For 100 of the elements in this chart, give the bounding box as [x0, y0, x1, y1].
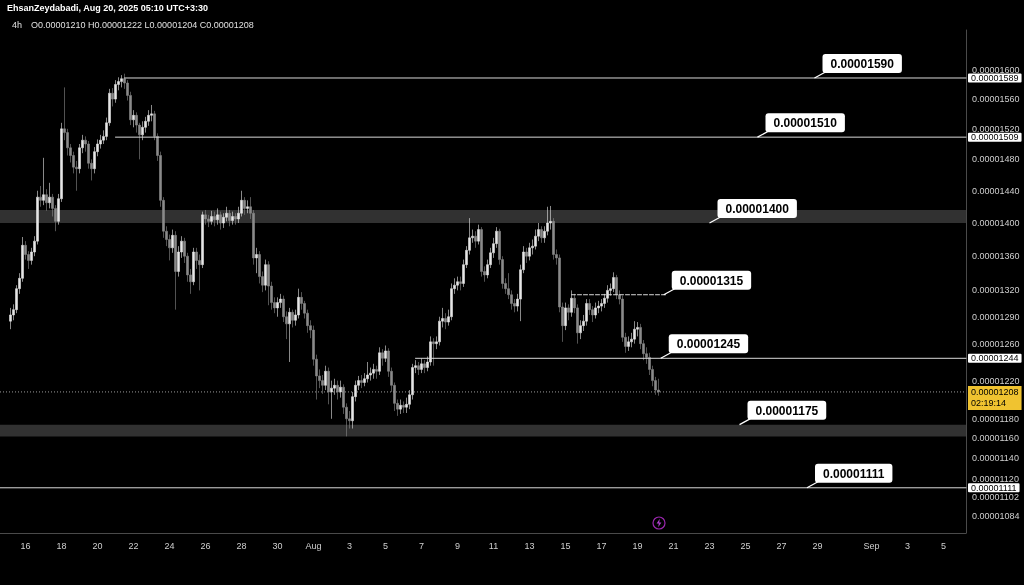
candlestick — [474, 230, 477, 249]
x-tick-label: 16 — [20, 540, 31, 551]
y-tick-label: 0.00001400 — [972, 218, 1020, 229]
candlestick — [477, 224, 480, 245]
candlestick — [456, 276, 459, 291]
candlestick — [600, 298, 603, 312]
candlestick — [420, 358, 423, 374]
y-tick-label: 0.00001084 — [972, 510, 1020, 521]
y-tick-label: 0.00001260 — [972, 338, 1020, 349]
candlestick — [366, 361, 369, 383]
candlestick — [48, 182, 51, 209]
candlestick — [444, 312, 447, 330]
x-tick-label: 23 — [704, 540, 715, 551]
x-tick-label: 18 — [56, 540, 67, 551]
chart-title: 4h — [12, 19, 23, 30]
y-tick-label: 0.00001180 — [972, 413, 1019, 424]
candlestick — [360, 374, 363, 389]
x-tick-label: Sep — [863, 540, 880, 551]
x-tick-label: Aug — [305, 540, 322, 551]
x-tick-label: 19 — [632, 540, 643, 551]
candlestick — [381, 348, 384, 366]
y-tick-label: 0.00001160 — [972, 433, 1019, 444]
candlestick — [114, 79, 117, 104]
chart-subtitle: O0.00001210 H0.00001222 L0.00001204 C0.00001208 — [31, 19, 254, 30]
candlestick — [564, 302, 567, 331]
candlestick — [657, 378, 660, 397]
candlestick — [246, 200, 249, 214]
x-tick-label: 25 — [740, 540, 751, 551]
candlestick — [339, 380, 342, 398]
x-tick-label: 17 — [596, 540, 607, 551]
annotation: 0.00001400 — [725, 202, 790, 217]
candlestick — [579, 319, 582, 340]
x-tick-label: 3 — [346, 540, 353, 551]
x-tick-label: 5 — [382, 540, 389, 551]
candlestick — [615, 274, 618, 300]
candlestick — [417, 361, 420, 376]
text: EhsanZeydabadi, Aug 20, 2025 05:10 UTC+3:30 — [7, 2, 209, 13]
candlestick — [399, 399, 402, 415]
candlestick — [525, 247, 528, 264]
candlestick — [570, 290, 573, 318]
candlestick — [528, 242, 531, 261]
y-tick-label: 0.00001480 — [972, 154, 1020, 165]
candlestick — [264, 259, 267, 291]
candlestick — [327, 367, 330, 405]
x-tick-label: 7 — [418, 540, 425, 551]
y-tick-label: 0.00001520 — [972, 123, 1020, 134]
candlestick — [336, 380, 339, 400]
candlestick — [627, 336, 630, 352]
annotation: 0.00001590 — [830, 56, 895, 71]
annotation: 0.00001315 — [679, 273, 744, 288]
x-tick-label: 21 — [668, 540, 679, 551]
data-label: 0.00001244 — [971, 353, 1019, 364]
candlestick — [219, 211, 222, 230]
y-tick-label: 0.00001290 — [972, 311, 1020, 322]
candlestick — [45, 188, 48, 212]
candlestick — [9, 307, 12, 330]
candlestick — [423, 359, 426, 374]
candlestick — [132, 109, 135, 128]
x-tick-label: 13 — [524, 540, 535, 551]
annotation: 0.00001510 — [773, 116, 838, 131]
candlestick — [150, 104, 153, 122]
y-tick-label: 0.00001102 — [972, 492, 1019, 503]
candlestick — [120, 74, 123, 88]
candlestick — [432, 337, 435, 366]
ref-line-label: 0.00001208 02:19:14 — [971, 387, 1019, 409]
y-tick-label: 0.00001440 — [972, 185, 1020, 196]
candlestick — [612, 272, 615, 293]
candlestick — [324, 365, 327, 391]
candlestick — [375, 365, 378, 380]
candlestick — [276, 297, 279, 318]
x-tick-label: 24 — [164, 540, 175, 551]
annotation: 0.00001175 — [755, 403, 819, 418]
candlestick — [42, 157, 45, 206]
candlestick — [234, 212, 237, 225]
candlestick — [228, 209, 231, 227]
annotation: 0.00001245 — [676, 337, 741, 352]
x-tick-label: 15 — [560, 540, 571, 551]
candlestick — [378, 347, 381, 376]
candlestick — [204, 209, 207, 225]
candlestick — [111, 87, 114, 107]
y-tick-label: 0.00001120 — [972, 473, 1019, 484]
candlestick — [633, 320, 636, 344]
annotation: 0.00001111 — [823, 466, 885, 481]
candlestick — [171, 229, 174, 254]
candlestick — [402, 401, 405, 414]
x-tick-label: 3 — [904, 540, 911, 551]
candlestick — [192, 247, 195, 286]
x-tick-label: 5 — [940, 540, 947, 551]
data-label: 0.00001509 — [971, 132, 1019, 143]
candlestick — [213, 211, 216, 227]
candlestick — [207, 214, 210, 228]
y-tick-label: 0.00001320 — [972, 285, 1020, 296]
candlestick — [141, 121, 144, 141]
candlestick — [216, 208, 219, 225]
candlestick — [243, 196, 246, 216]
candlestick — [372, 363, 375, 380]
x-tick-label: 11 — [488, 540, 499, 551]
candlestick — [288, 307, 291, 363]
candlestick — [594, 302, 597, 319]
data-label: 0.00001589 — [971, 72, 1019, 83]
